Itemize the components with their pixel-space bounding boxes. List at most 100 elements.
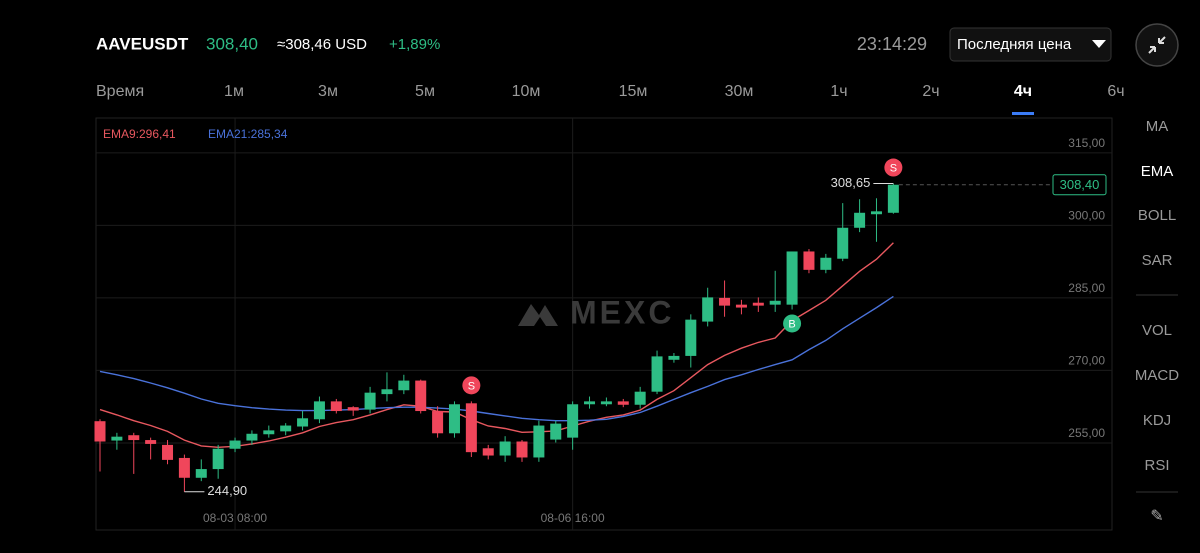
indicator-option[interactable]: MACD: [1135, 367, 1179, 384]
candle-body: [128, 435, 140, 441]
indicator-option[interactable]: MA: [1146, 118, 1169, 135]
candle-body: [499, 441, 511, 456]
price-change: +1,89%: [389, 36, 440, 53]
candle-body: [145, 440, 157, 444]
candle-body: [584, 401, 596, 405]
candle-body: [786, 251, 798, 305]
candle-body: [837, 227, 849, 259]
trade-signal: [783, 314, 802, 333]
high-label: 308,65: [831, 175, 871, 190]
candle-body: [516, 441, 528, 458]
indicator-option[interactable]: RSI: [1144, 457, 1169, 474]
legend-entry: EMA21:285,34: [208, 127, 288, 141]
candle-body: [735, 304, 747, 308]
indicator-option[interactable]: VOL: [1142, 322, 1172, 339]
timeframe-tab[interactable]: 10м: [512, 83, 541, 100]
candle-body: [313, 401, 325, 420]
candle-body: [567, 404, 579, 438]
symbol[interactable]: AAVEUSDT: [96, 34, 189, 53]
y-tick-label: 315,00: [1068, 136, 1105, 150]
timeframe-tab[interactable]: 4ч: [1014, 83, 1032, 100]
candle-body: [195, 469, 207, 478]
timeframe-tab[interactable]: 30м: [725, 83, 754, 100]
index-price: ≈308,46 USD: [277, 36, 367, 53]
dropdown-arrow: [1092, 40, 1106, 48]
timeframe-tab[interactable]: 5м: [415, 83, 435, 100]
watermark: MEXC: [570, 294, 674, 330]
candle-body: [617, 401, 629, 405]
candle-body: [550, 423, 562, 440]
trade-signal: [462, 376, 481, 395]
x-tick-label: 08-06 16:00: [541, 511, 605, 525]
y-tick-label: 285,00: [1068, 281, 1105, 295]
candle-body: [719, 297, 731, 306]
y-tick-label: 300,00: [1068, 209, 1105, 223]
price-type-label[interactable]: Последняя цена: [957, 36, 1072, 53]
candle-body: [685, 319, 697, 356]
timeframe-tab[interactable]: 15м: [619, 83, 648, 100]
price-type-dropdown[interactable]: [949, 27, 1112, 62]
low-label: 244,90: [207, 483, 247, 498]
last-price-label: 308,40: [1060, 177, 1100, 192]
candle-body: [702, 297, 714, 322]
candle-body: [263, 430, 275, 435]
candle-body: [381, 389, 393, 395]
active-tab-underline: [1012, 112, 1034, 115]
last-price-tag: [1052, 174, 1107, 196]
indicator-option[interactable]: SAR: [1142, 252, 1173, 269]
watermark-logo: [518, 304, 558, 326]
candle-body: [229, 440, 241, 449]
candle-body: [465, 403, 477, 453]
timeframe-tab[interactable]: 6ч: [1107, 83, 1124, 100]
y-tick-label: 270,00: [1068, 354, 1105, 368]
candle-body: [600, 401, 612, 405]
timeframe-tab[interactable]: 2ч: [922, 83, 939, 100]
indicator-option[interactable]: BOLL: [1138, 207, 1176, 224]
y-tick-label: 255,00: [1068, 426, 1105, 440]
draw-tool-icon[interactable]: ✎: [1150, 508, 1163, 525]
legend-entry: EMA9:296,41: [103, 127, 176, 141]
candle-body: [330, 401, 342, 412]
candle-body: [364, 392, 376, 410]
candle-body: [178, 457, 190, 478]
candle-body: [887, 184, 899, 213]
indicator-option[interactable]: EMA: [1141, 163, 1174, 180]
last-price: 308,40: [206, 34, 258, 53]
timeframe-tab[interactable]: 3м: [318, 83, 338, 100]
candle-body: [634, 391, 646, 405]
candle-body: [870, 211, 882, 215]
trade-signal-label: S: [890, 162, 897, 174]
candle-body: [803, 251, 815, 270]
candle-body: [533, 425, 545, 458]
trade-signal-label: S: [468, 380, 475, 392]
trade-signal-label: B: [788, 318, 795, 330]
chart-frame: [95, 117, 1113, 531]
candle-body: [246, 433, 258, 441]
indicator-option[interactable]: KDJ: [1143, 412, 1171, 429]
timeframe-tab[interactable]: 1ч: [830, 83, 847, 100]
timeframe-tab[interactable]: 1м: [224, 83, 244, 100]
collapse-button[interactable]: [1135, 23, 1179, 67]
candle-body: [297, 418, 309, 427]
candle-body: [212, 448, 224, 470]
candle-body: [280, 425, 292, 432]
collapse-icon: [1148, 36, 1166, 54]
x-tick-label: 08-03 08:00: [203, 511, 267, 525]
candle-body: [398, 380, 410, 391]
ema-line: [99, 295, 894, 422]
candle-body: [769, 300, 781, 305]
clock: 23:14:29: [857, 34, 927, 54]
candle-body: [94, 421, 106, 442]
candle-body: [668, 355, 680, 360]
trade-signal: [884, 158, 903, 177]
timeframe-tab[interactable]: Время: [96, 83, 144, 100]
candle-body: [347, 407, 359, 411]
candle-body: [432, 411, 444, 434]
candle-body: [448, 404, 460, 434]
candle-body: [415, 380, 427, 412]
candle-body: [111, 436, 123, 441]
candle-body: [651, 356, 663, 392]
